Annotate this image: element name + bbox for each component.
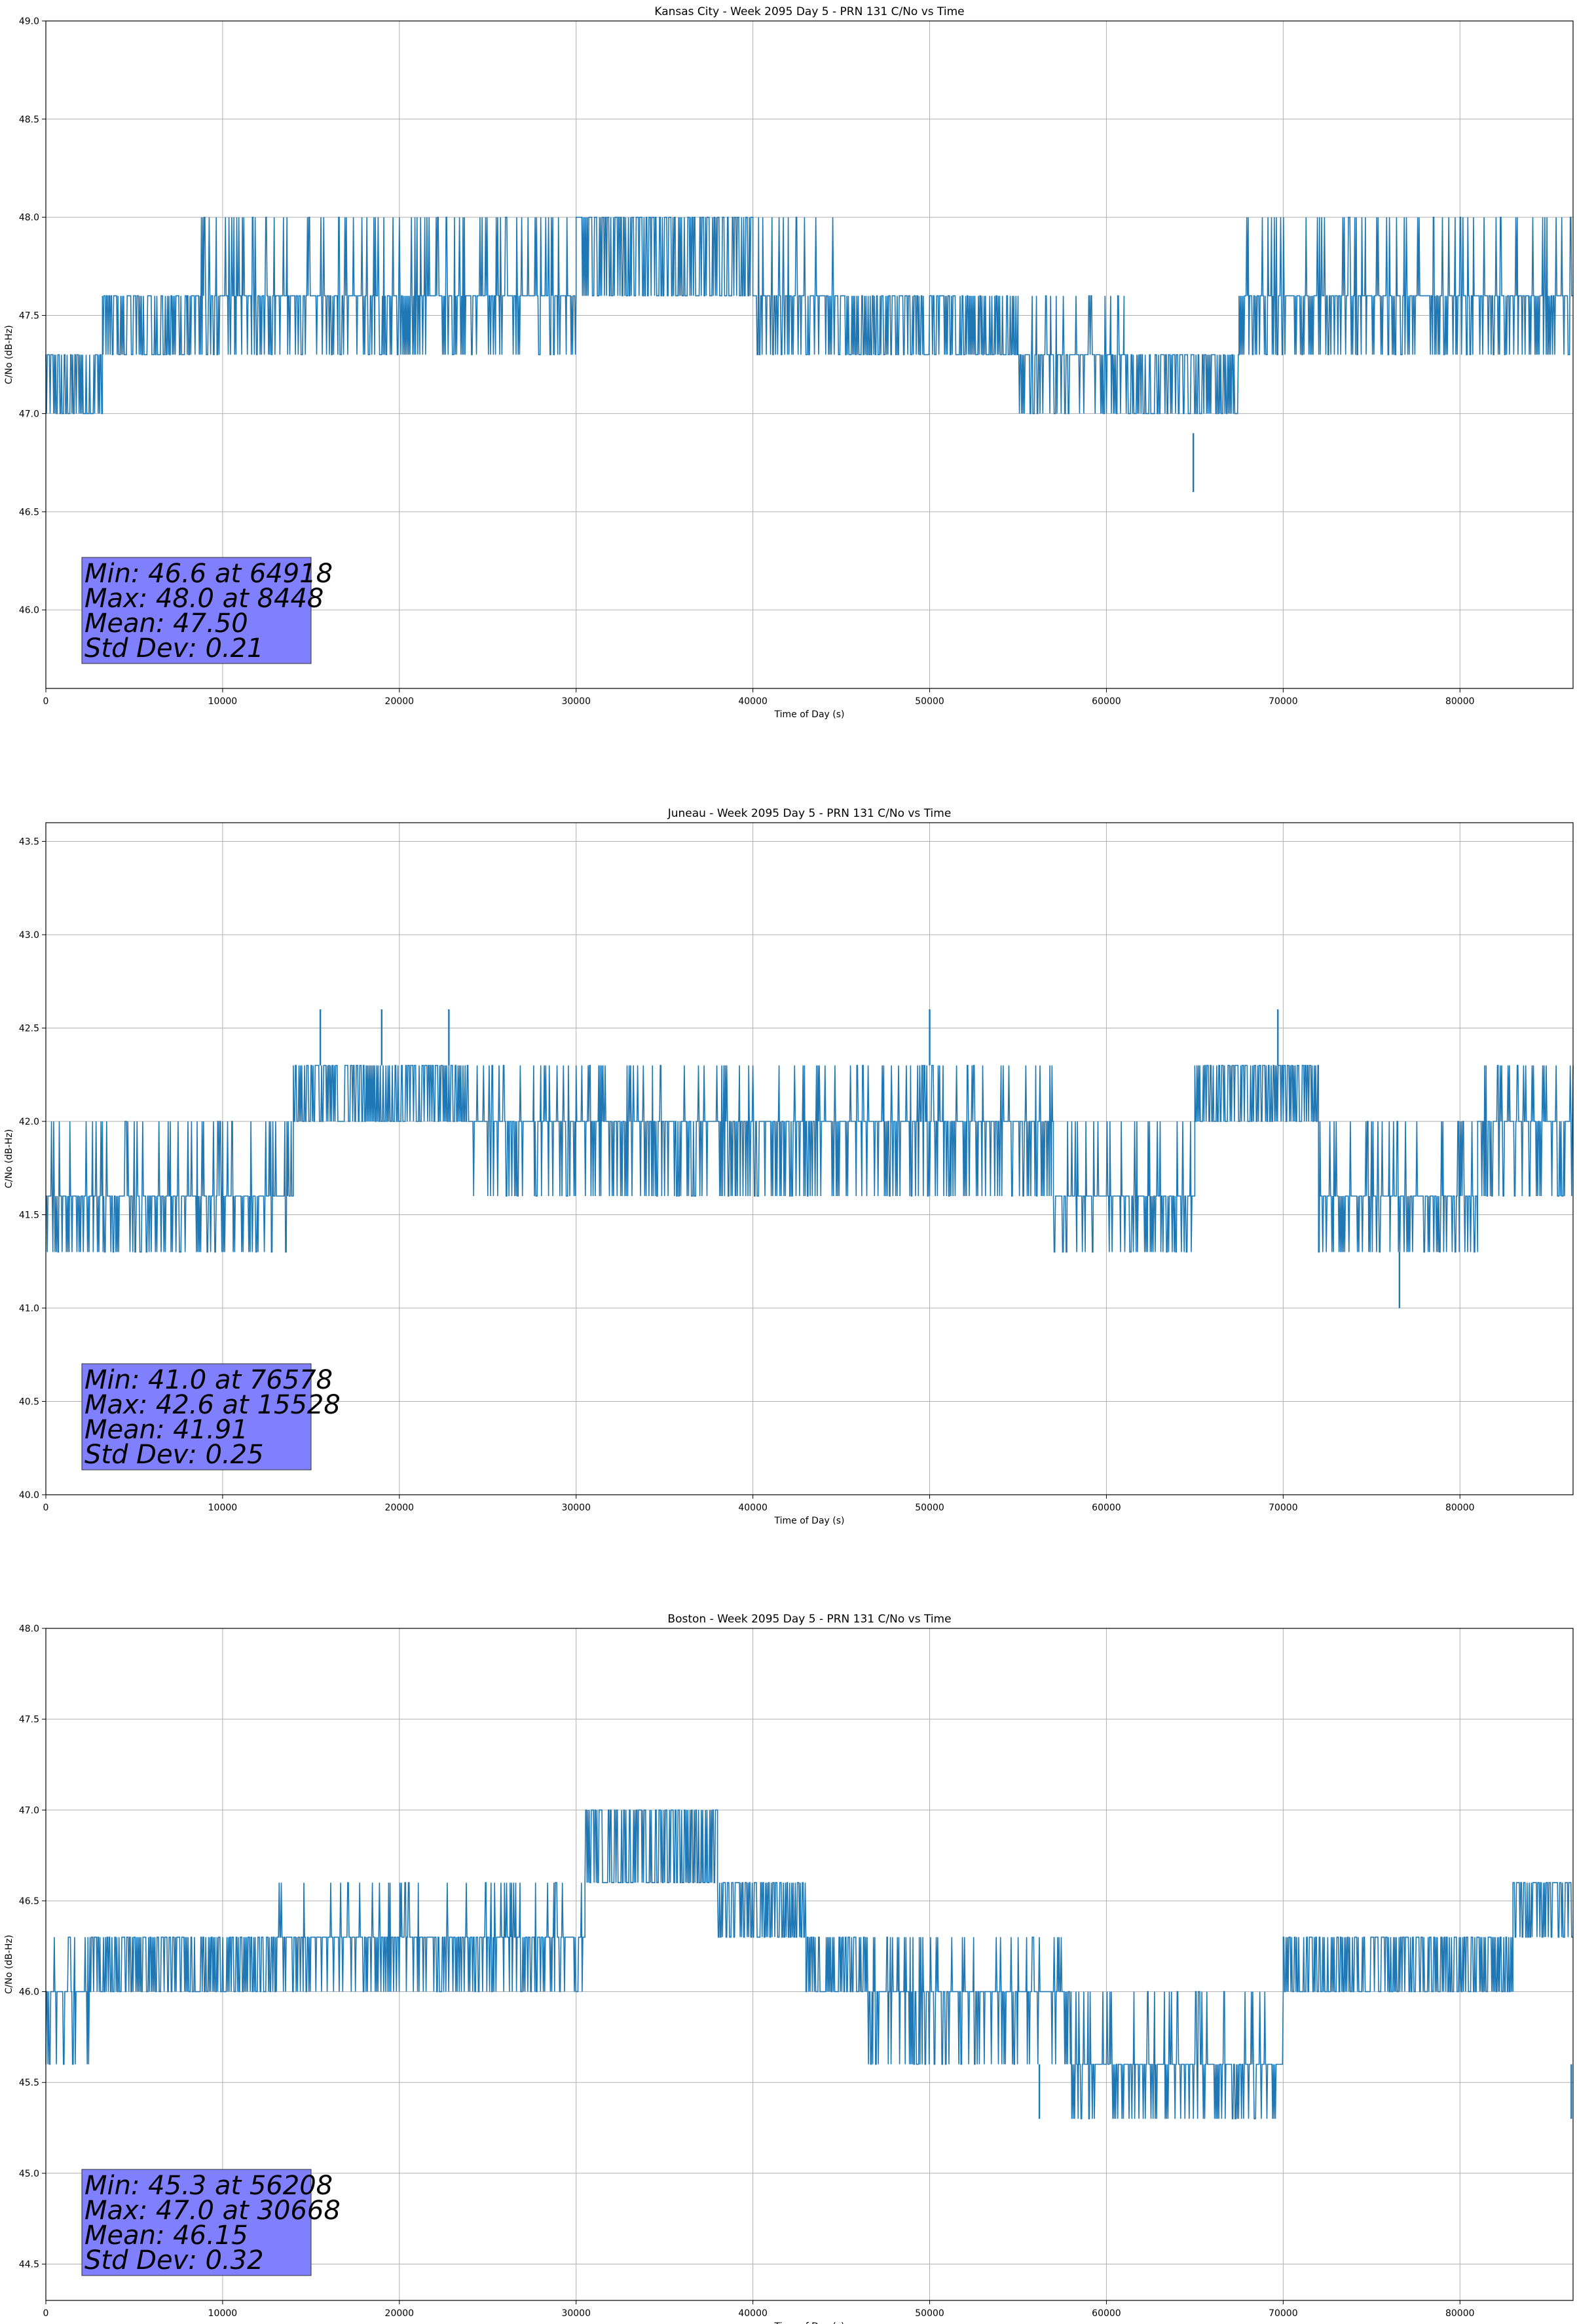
stats-line: Min: 41.0 at 76578 xyxy=(84,1365,333,1395)
x-tick-label: 10000 xyxy=(208,696,238,707)
ticks: 0 10000 20000 30000 40000 50000 60000 70000 8000… xyxy=(19,16,1475,707)
chart-title: Kansas City - Week 2095 Day 5 - PRN 131 … xyxy=(654,5,964,18)
data-series-line xyxy=(45,1809,1573,2120)
stats-box xyxy=(81,557,312,664)
y-tick-label: 41.0 xyxy=(19,1303,39,1314)
x-tick-label: 40000 xyxy=(738,2308,768,2319)
y-tick-label: 47.5 xyxy=(19,311,39,322)
stats-line: Std Dev: 0.25 xyxy=(84,1440,264,1470)
x-tick-label: 20000 xyxy=(385,696,415,707)
x-tick-label: 80000 xyxy=(1445,1503,1475,1513)
stats-line: Std Dev: 0.21 xyxy=(84,633,264,664)
stats-line: Mean: 41.91 xyxy=(84,1415,248,1445)
stats-line: Std Dev: 0.32 xyxy=(84,2245,264,2276)
y-tick-label: 45.0 xyxy=(19,2169,39,2179)
chart-title: Boston - Week 2095 Day 5 - PRN 131 C/No … xyxy=(667,1613,951,1626)
stats-line: Min: 46.6 at 64918 xyxy=(84,559,333,589)
y-tick-label: 47.0 xyxy=(19,409,39,419)
y-axis-label: C/No (dB-Hz) xyxy=(4,1935,14,1994)
ticks: 0 10000 20000 30000 40000 50000 60000 70000 8000… xyxy=(19,1624,1475,2319)
x-tick-label: 30000 xyxy=(561,696,591,707)
y-tick-label: 40.5 xyxy=(19,1397,39,1408)
x-tick-label: 10000 xyxy=(208,1503,238,1513)
x-axis-label: Time of Day (s) xyxy=(774,2321,845,2324)
y-tick-label: 47.0 xyxy=(19,1805,39,1816)
stats-line: Max: 47.0 at 30668 xyxy=(84,2196,341,2226)
y-tick-label: 46.0 xyxy=(19,1987,39,1998)
grid xyxy=(45,20,1573,688)
y-tick-label: 43.5 xyxy=(19,837,39,848)
x-tick-label: 50000 xyxy=(915,2308,944,2319)
stats-line: Max: 48.0 at 8448 xyxy=(84,584,324,614)
x-tick-label: 20000 xyxy=(385,1503,415,1513)
data-series-line xyxy=(46,1064,1574,1253)
y-axis-label: C/No (dB-Hz) xyxy=(4,325,14,384)
y-tick-label: 42.0 xyxy=(19,1117,39,1127)
x-tick-label: 0 xyxy=(43,696,49,707)
chart-1: 0 10000 20000 30000 40000 50000 60000 70000 8000… xyxy=(4,5,1574,720)
x-axis-label: Time of Day (s) xyxy=(774,709,845,720)
stats-line: Mean: 47.50 xyxy=(84,609,248,639)
x-axis-label: Time of Day (s) xyxy=(774,1516,845,1526)
x-tick-label: 40000 xyxy=(738,1503,768,1513)
stats-box xyxy=(81,2169,312,2276)
y-tick-label: 49.0 xyxy=(19,16,39,27)
y-tick-label: 42.5 xyxy=(19,1024,39,1034)
axes-frame xyxy=(45,822,1574,1495)
stats-line: Min: 45.3 at 56208 xyxy=(84,2171,333,2201)
y-tick-label: 41.5 xyxy=(19,1210,39,1221)
x-tick-label: 10000 xyxy=(208,2308,238,2319)
y-tick-label: 45.5 xyxy=(19,2078,39,2088)
chart-3: 0 10000 20000 30000 40000 50000 60000 70000 8000… xyxy=(4,1613,1574,2324)
x-tick-label: 0 xyxy=(43,1503,49,1513)
axes-frame xyxy=(45,20,1574,689)
y-tick-label: 46.5 xyxy=(19,507,39,517)
axes-frame xyxy=(45,1628,1574,2301)
y-tick-label: 48.0 xyxy=(19,1624,39,1634)
x-tick-label: 20000 xyxy=(385,2308,415,2319)
stats-box xyxy=(81,1363,312,1471)
stats-line: Max: 42.6 at 15528 xyxy=(84,1390,341,1420)
x-tick-label: 80000 xyxy=(1445,2308,1475,2319)
charts-container: 0 10000 20000 30000 40000 50000 60000 70000 8000… xyxy=(4,5,1574,2324)
x-tick-label: 30000 xyxy=(561,2308,591,2319)
y-tick-label: 44.5 xyxy=(19,2260,39,2270)
ticks: 0 10000 20000 30000 40000 50000 60000 70000 8000… xyxy=(19,837,1475,1514)
data-series-line xyxy=(45,216,1573,415)
y-tick-label: 48.5 xyxy=(19,115,39,125)
x-tick-label: 40000 xyxy=(738,696,768,707)
x-tick-label: 0 xyxy=(43,2308,49,2319)
chart-title: Juneau - Week 2095 Day 5 - PRN 131 C/No … xyxy=(667,807,952,820)
x-tick-label: 80000 xyxy=(1445,696,1475,707)
x-tick-label: 50000 xyxy=(915,696,944,707)
x-tick-label: 60000 xyxy=(1092,2308,1121,2319)
y-tick-label: 47.5 xyxy=(19,1715,39,1725)
x-tick-label: 60000 xyxy=(1092,696,1121,707)
x-tick-label: 30000 xyxy=(561,1503,591,1513)
x-tick-label: 60000 xyxy=(1092,1503,1121,1513)
x-tick-label: 70000 xyxy=(1269,696,1298,707)
x-tick-label: 50000 xyxy=(915,1503,944,1513)
y-tick-label: 46.5 xyxy=(19,1896,39,1907)
y-tick-label: 43.0 xyxy=(19,930,39,941)
stats-line: Mean: 46.15 xyxy=(84,2221,248,2251)
y-axis-label: C/No (dB-Hz) xyxy=(4,1129,14,1188)
y-tick-label: 46.0 xyxy=(19,605,39,616)
x-tick-label: 70000 xyxy=(1269,2308,1298,2319)
y-tick-label: 40.0 xyxy=(19,1490,39,1501)
x-tick-label: 70000 xyxy=(1269,1503,1298,1513)
chart-2: 0 10000 20000 30000 40000 50000 60000 70000 8000… xyxy=(4,807,1574,1526)
y-tick-label: 48.0 xyxy=(19,213,39,223)
